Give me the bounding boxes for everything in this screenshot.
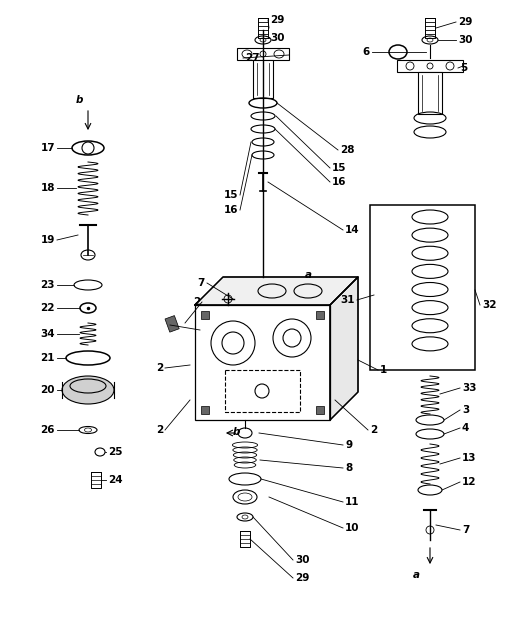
Bar [316, 311, 324, 319]
Bar [253, 60, 273, 98]
Bar [201, 311, 209, 319]
Text: 2: 2 [370, 425, 377, 435]
Text: 17: 17 [40, 143, 55, 153]
Bar [316, 406, 324, 414]
Text: 16: 16 [223, 205, 238, 215]
Text: 30: 30 [270, 33, 284, 43]
Bar [195, 305, 330, 420]
Text: 2: 2 [156, 425, 163, 435]
Text: 8: 8 [345, 463, 352, 473]
Text: 20: 20 [40, 385, 55, 395]
Text: 15: 15 [223, 190, 238, 200]
Text: 5: 5 [460, 63, 467, 73]
Bar [418, 72, 442, 114]
Bar [237, 48, 289, 60]
Text: 29: 29 [458, 17, 472, 27]
Text: 10: 10 [345, 523, 360, 533]
Text: 21: 21 [40, 353, 55, 363]
Text: 4: 4 [462, 423, 470, 433]
Ellipse shape [238, 428, 252, 438]
Text: 7: 7 [198, 278, 205, 288]
Ellipse shape [233, 490, 257, 504]
Bar [397, 60, 463, 72]
Text: 15: 15 [332, 163, 347, 173]
Text: 28: 28 [340, 145, 354, 155]
Ellipse shape [255, 36, 271, 44]
Ellipse shape [389, 45, 407, 59]
Text: 13: 13 [462, 453, 476, 463]
Text: 27: 27 [245, 53, 260, 63]
Bar [225, 370, 300, 412]
Text: 9: 9 [345, 440, 352, 450]
Text: 26: 26 [40, 425, 55, 435]
Text: 33: 33 [462, 383, 476, 393]
Ellipse shape [79, 426, 97, 433]
Text: 12: 12 [462, 477, 476, 487]
Text: 32: 32 [482, 300, 496, 310]
Text: 19: 19 [41, 235, 55, 245]
Text: 34: 34 [40, 329, 55, 339]
Text: 23: 23 [40, 280, 55, 290]
Bar [370, 205, 475, 370]
Polygon shape [195, 277, 358, 305]
Text: b: b [233, 427, 240, 437]
Text: 6: 6 [363, 47, 370, 57]
Text: 2: 2 [156, 363, 163, 373]
Ellipse shape [62, 376, 114, 404]
Ellipse shape [81, 250, 95, 260]
Text: 16: 16 [332, 177, 347, 187]
Bar [165, 315, 179, 332]
Ellipse shape [422, 36, 438, 44]
Text: 14: 14 [345, 225, 360, 235]
Text: 25: 25 [108, 447, 122, 457]
Text: a: a [413, 570, 420, 580]
Text: b: b [76, 95, 83, 105]
Text: 31: 31 [341, 295, 355, 305]
Text: 7: 7 [462, 525, 470, 535]
Text: 3: 3 [462, 405, 469, 415]
Text: 22: 22 [40, 303, 55, 313]
Text: 24: 24 [108, 475, 123, 485]
Text: 2: 2 [193, 297, 200, 307]
Text: 29: 29 [270, 15, 284, 25]
Polygon shape [330, 277, 358, 420]
Text: 11: 11 [345, 497, 360, 507]
Bar [201, 406, 209, 414]
Text: 29: 29 [295, 573, 310, 583]
Text: 18: 18 [40, 183, 55, 193]
Ellipse shape [95, 448, 105, 456]
Text: 30: 30 [458, 35, 473, 45]
Text: a: a [305, 270, 312, 280]
Ellipse shape [237, 513, 253, 521]
Text: 30: 30 [295, 555, 310, 565]
Text: 1: 1 [380, 365, 387, 375]
